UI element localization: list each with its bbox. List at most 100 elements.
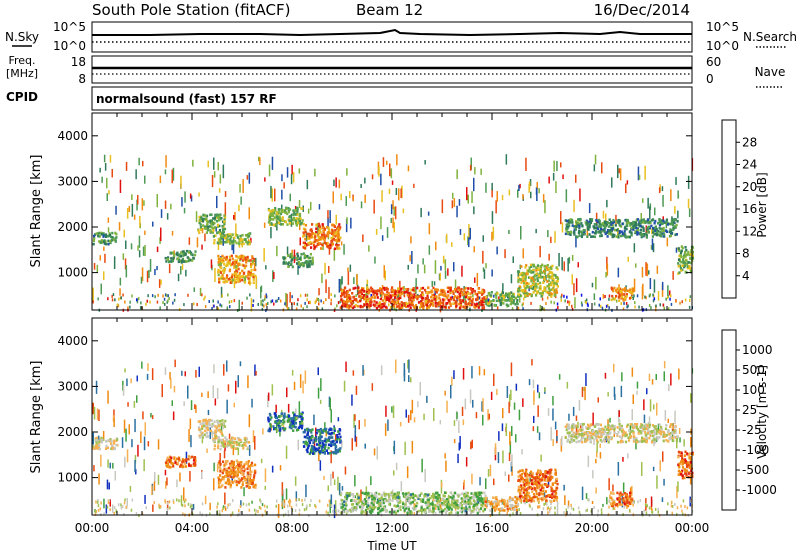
scatter-echo [323,476,325,480]
scatter-echo [143,247,145,256]
echo-cell [615,289,617,292]
scatter-echo [270,186,272,198]
scatter-echo [137,195,139,205]
scatter-echo [93,433,95,445]
scatter-echo [124,420,126,433]
scatter-echo [199,367,201,377]
echo-cell [578,232,580,235]
near-range-echo [650,293,652,296]
near-range-echo [147,294,149,297]
scatter-echo [355,425,357,435]
scatter-echo [124,230,126,238]
scatter-echo [470,228,472,240]
scatter-echo [668,419,670,423]
scatter-echo [648,270,650,274]
echo-cell [100,241,102,244]
echo-cell [252,482,254,485]
scatter-echo [134,419,136,432]
echo-cell [678,247,680,250]
echo-cell [200,226,202,229]
near-range-echo [581,302,583,305]
echo-cell [282,216,284,219]
scatter-echo [482,398,484,412]
near-range-echo [325,298,327,301]
echo-cell [199,436,201,439]
scatter-echo [464,480,466,486]
echo-cell [222,460,224,463]
scatter-echo [328,486,330,492]
echo-cell [198,232,200,235]
near-range-echo [107,297,109,300]
echo-cell [620,290,622,293]
near-range-echo [649,304,651,307]
scatter-echo [540,455,542,462]
colorbar-tick-label: 20 [742,180,757,194]
scatter-echo [105,163,107,171]
echo-cell [302,219,304,222]
scatter-echo [582,487,584,501]
near-range-echo [660,303,662,306]
echo-cell [271,214,273,217]
echo-cell [502,302,504,305]
echo-cell [237,280,239,283]
echo-cell [235,255,237,258]
echo-cell [172,260,174,263]
scatter-echo [112,505,114,513]
echo-cell [221,276,223,279]
scatter-echo [412,441,414,454]
echo-cell [367,292,369,295]
echo-cell [237,263,239,266]
echo-cell [399,307,401,310]
scatter-echo [332,472,334,479]
scatter-echo [413,184,415,188]
echo-cell [454,288,456,291]
echo-cell [374,304,376,307]
echo-cell [223,478,225,481]
echo-cell [209,214,211,217]
near-range-echo [217,502,219,505]
scatter-echo [529,379,531,385]
scatter-echo [150,259,152,272]
near-range-echo [283,503,285,506]
scatter-echo [122,437,124,448]
near-range-echo [554,301,556,304]
scatter-echo [470,389,472,403]
echo-cell [392,294,394,297]
echo-cell [407,294,409,297]
echo-cell [234,471,236,474]
near-range-echo [600,305,602,308]
near-range-echo [240,505,242,508]
echo-cell [546,291,548,294]
echo-cell [685,249,687,252]
scatter-echo [396,154,398,165]
echo-cell [548,275,550,278]
scatter-echo [342,486,344,491]
scatter-echo [383,157,385,167]
near-range-echo [275,300,277,303]
echo-cell [355,304,357,307]
scatter-echo [621,372,623,381]
near-range-echo [540,305,542,308]
near-range-echo [638,306,640,309]
near-range-echo [675,300,677,303]
scatter-echo [548,254,550,261]
echo-cell [366,295,368,298]
echo-cell [350,300,352,303]
echo-cell [115,236,117,239]
echo-cell [167,258,169,261]
echo-cell [233,467,235,470]
echo-cell [224,420,226,423]
near-range-echo [277,299,279,302]
near-range-echo [646,511,648,514]
near-range-echo [549,508,551,511]
echo-cell [224,241,226,244]
echo-cell [677,262,679,265]
scatter-echo [295,408,297,413]
near-range-echo [484,306,486,309]
scatter-echo [452,200,454,208]
echo-cell [225,460,227,463]
near-range-echo [331,504,333,507]
noise-bottom-tick-right: 10^0 [706,39,739,53]
near-range-echo [297,298,299,301]
scatter-echo [98,436,100,440]
